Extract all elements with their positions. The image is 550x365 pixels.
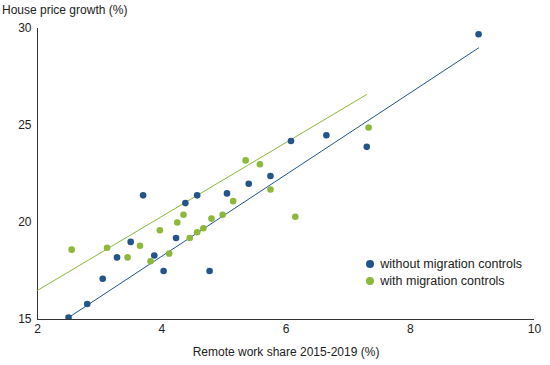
svg-text:30: 30 <box>18 21 32 35</box>
html-text:without migration controls: without migration controls <box>380 257 522 271</box>
svg-text:4: 4 <box>158 322 165 336</box>
svg-text:10: 10 <box>528 322 542 336</box>
svg-text:8: 8 <box>407 322 414 336</box>
html-text:with migration controls: with migration controls <box>380 274 505 288</box>
svg-text:6: 6 <box>283 322 290 336</box>
svg-text:15: 15 <box>18 312 32 326</box>
svg-text:2: 2 <box>34 322 41 336</box>
html-text:House price growth (%): House price growth (%) <box>2 3 128 17</box>
svg-text:25: 25 <box>18 118 32 132</box>
svg-text:20: 20 <box>18 215 32 229</box>
svg-text:Remote work share 2015-2019 (%: Remote work share 2015-2019 (%) <box>193 345 380 359</box>
